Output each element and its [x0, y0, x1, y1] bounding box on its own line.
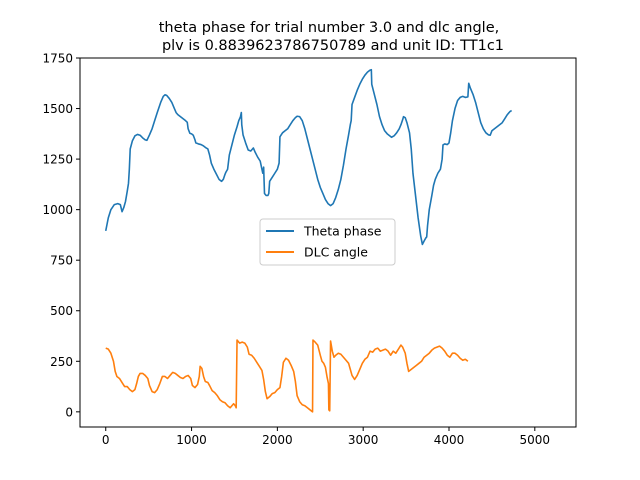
x-tick-label: 3000	[348, 433, 379, 447]
x-tick-label: 2000	[262, 433, 293, 447]
y-axis: 0 250 500 750 1000 1250 1500 1750	[42, 52, 80, 419]
y-tick-label: 250	[50, 355, 73, 369]
y-tick-label: 1250	[42, 153, 73, 167]
series-layer	[104, 68, 513, 413]
legend-label-theta-phase: Theta phase	[303, 224, 382, 239]
y-tick-label: 1000	[42, 203, 73, 217]
y-tick-label: 500	[50, 304, 73, 318]
y-tick-label: 1500	[42, 102, 73, 116]
series-line-dlc-angle	[105, 339, 469, 413]
chart-title-line-2: plv is 0.8839623786750789 and unit ID: T…	[162, 38, 504, 54]
x-axis: 0 1000 2000 3000 4000 5000	[102, 427, 550, 447]
x-tick-label: 0	[102, 433, 110, 447]
legend-label-dlc-angle: DLC angle	[304, 245, 368, 260]
chart-title-line-1: theta phase for trial number 3.0 and dlc…	[159, 20, 500, 36]
plot-area-frame	[79, 57, 577, 428]
x-tick-label: 5000	[520, 433, 551, 447]
chart-title: theta phase for trial number 3.0 and dlc…	[159, 20, 504, 54]
legend: Theta phase DLC angle	[259, 218, 396, 266]
y-tick-label: 0	[65, 405, 73, 419]
y-tick-label: 750	[50, 254, 73, 268]
x-tick-label: 4000	[434, 433, 465, 447]
x-tick-label: 1000	[176, 433, 207, 447]
series-line-theta-phase	[104, 68, 513, 246]
y-tick-label: 1750	[42, 52, 73, 66]
